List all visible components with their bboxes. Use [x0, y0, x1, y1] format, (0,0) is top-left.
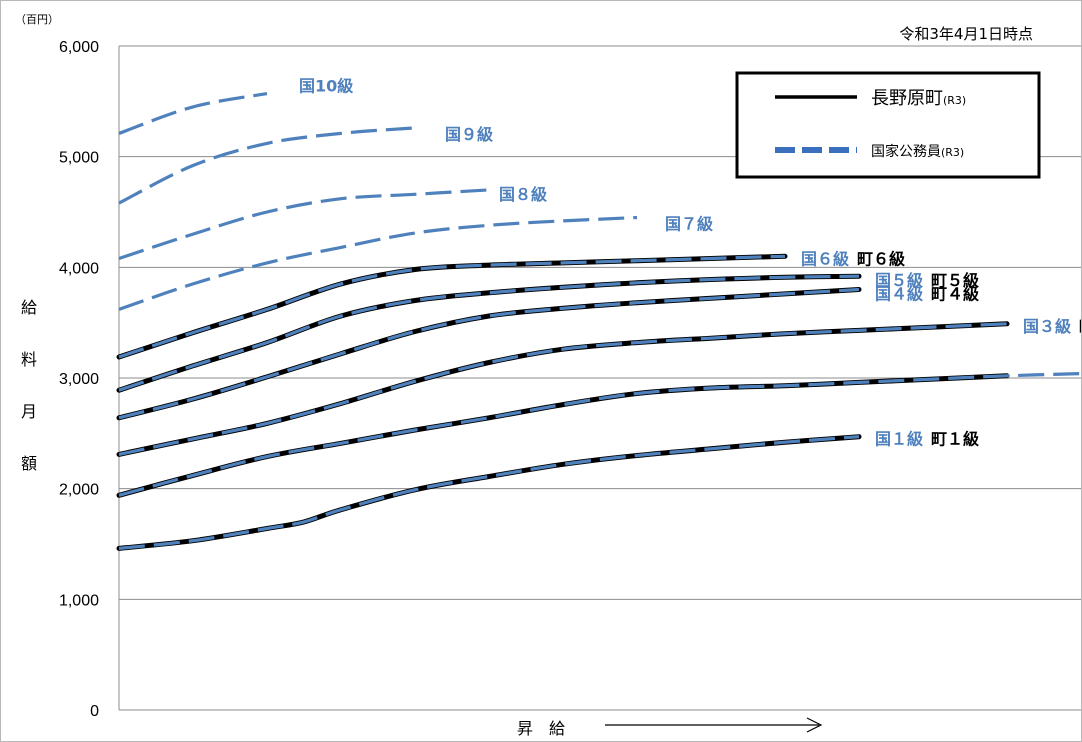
town-grade-1-line [116, 434, 862, 551]
y-tick-label: 6,000 [59, 39, 99, 56]
y-tick-label: 5,000 [59, 150, 99, 167]
legend-box [735, 71, 1041, 179]
town-grade-5-label: 町５級 [931, 271, 979, 290]
town-grade-3-line [116, 321, 1010, 457]
y-axis-label-char: 給 [21, 298, 37, 317]
unit-label: （百円） [15, 13, 59, 26]
y-tick-label: 4,000 [59, 260, 99, 277]
label-layer: 国１級国２級国３級国４級国５級国６級国７級国８級国９級国10級町１級町２町３級町… [299, 77, 1081, 449]
national-grade-9-line [118, 126, 416, 205]
national-grade-7-line [118, 215, 638, 311]
national-grade-7-label: 国７級 [665, 215, 713, 234]
y-tick-label: 1,000 [59, 592, 99, 609]
y-axis-label-char: 額 [21, 454, 37, 473]
national-grade-6-label: 国６級 [801, 249, 849, 268]
national-grade-4-label: 国４級 [875, 284, 923, 303]
national-grade-8-label: 国８級 [499, 185, 547, 204]
national-grade-5-label: 国５級 [875, 271, 923, 290]
y-tick-label: 0 [90, 703, 99, 720]
y-axis-label-char: 料 [21, 350, 37, 369]
national-grade-9-label: 国９級 [445, 125, 493, 144]
axis-layer: 0 1,000 2,000 3,000 4,000 5,000 6,000 [59, 39, 1081, 720]
national-grade-3-line [118, 322, 1008, 456]
town-grade-6-label: 町６級 [857, 249, 905, 268]
national-grade-3-label: 国３級 [1023, 317, 1071, 336]
x-axis-label: 昇 給 [517, 719, 565, 738]
y-tick-label: 3,000 [59, 371, 99, 388]
national-grade-1-label: 国１級 [875, 430, 923, 449]
national-grade-10-label: 国10級 [299, 77, 353, 96]
national-grade-10-line [118, 92, 268, 135]
national-grade-2-line [118, 372, 1081, 497]
town-grade-5-line [116, 273, 862, 393]
national-grade-4-line [118, 287, 860, 420]
y-tick-label: 2,000 [59, 482, 99, 499]
town-grade-4-label: 町４級 [931, 284, 979, 303]
y-axis-label-char: 月 [21, 402, 37, 421]
series-layer [116, 92, 1081, 551]
national-grade-1-line [118, 435, 860, 550]
x-axis-arrow-head-icon [806, 717, 823, 733]
legend-label-town: 長野原町(R3) [871, 88, 966, 109]
town-grade-3-label: 町３級 [1079, 317, 1081, 336]
town-grade-1-label: 町１級 [931, 430, 979, 449]
legend: 長野原町(R3) 国家公務員(R3) [735, 71, 1041, 179]
national-grade-6-line [118, 254, 786, 359]
national-grade-8-line [118, 188, 490, 261]
chart-date-title: 令和3年4月1日時点 [899, 25, 1033, 43]
legend-label-national: 国家公務員(R3) [871, 143, 964, 160]
town-grade-2-line [116, 373, 1010, 498]
grid-layer [119, 45, 1081, 600]
